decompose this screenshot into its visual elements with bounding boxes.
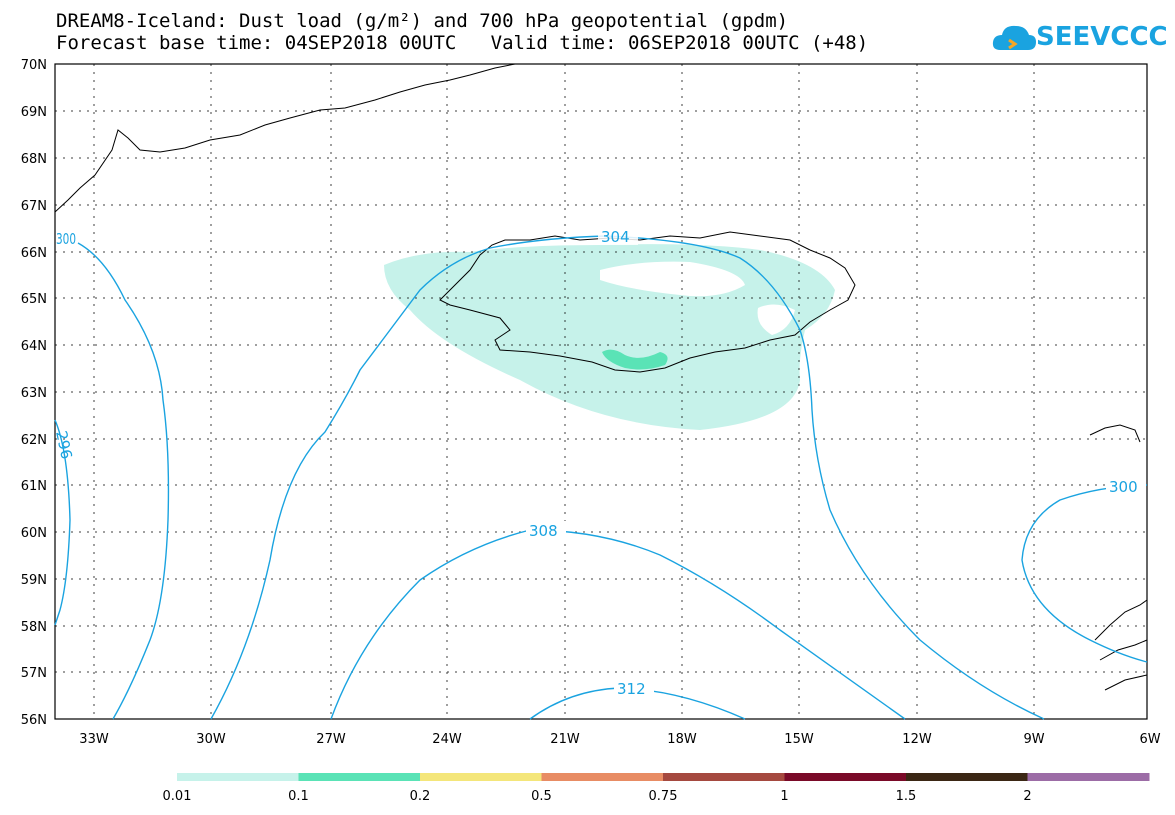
lon-label: 27W [316, 732, 346, 747]
dust-area-medium [602, 349, 668, 370]
colorbar-swatch [1027, 773, 1150, 781]
contour-label-304: 304 [601, 228, 630, 246]
lon-label: 15W [784, 732, 814, 747]
contour-label-312: 312 [617, 680, 646, 698]
colorbar-label: 2 [1023, 789, 1031, 804]
contour-label-296: 296 [52, 429, 76, 461]
greenland-coast [54, 63, 516, 213]
lon-label: 30W [196, 732, 226, 747]
lon-label: 9W [1023, 732, 1044, 747]
map-title: DREAM8-Iceland: Dust load (g/m²) and 700… [56, 10, 868, 54]
lat-label: 60N [21, 526, 47, 541]
contour-label-308: 308 [529, 522, 558, 540]
colorbar-swatch [906, 773, 1028, 781]
colorbar-swatch [420, 773, 542, 781]
lat-label: 61N [21, 479, 47, 494]
colorbar-label: 0.75 [649, 789, 678, 804]
lat-label: 64N [21, 339, 47, 354]
scotland-coast [1094, 599, 1148, 691]
lon-label: 12W [902, 732, 932, 747]
colorbar-swatch [784, 773, 907, 781]
contour-300-east [1021, 484, 1148, 663]
lat-label: 69N [21, 105, 47, 120]
lat-label: 62N [21, 433, 47, 448]
faroe-coast [1089, 424, 1141, 443]
lat-labels: 70N 69N 68N 67N 66N 65N 64N 63N 62N 61N … [21, 58, 47, 728]
coastlines [54, 63, 1148, 691]
title-line-2: Forecast base time: 04SEP2018 00UTC Vali… [56, 32, 869, 54]
lon-label: 33W [79, 732, 109, 747]
lat-label: 57N [21, 666, 47, 681]
lat-label: 68N [21, 152, 47, 167]
colorbar-label: 1 [780, 789, 788, 804]
lon-label: 18W [667, 732, 697, 747]
lat-label: 59N [21, 573, 47, 588]
contour-label-300-east: 300 [1109, 478, 1138, 496]
grid-lines [55, 64, 1147, 719]
contour-label-300-west: 300 [56, 230, 76, 248]
lat-label: 56N [21, 713, 47, 728]
dust-gap-east [757, 304, 795, 335]
lat-label: 70N [21, 58, 47, 73]
dust-gap-north [600, 261, 745, 297]
cloud-icon [992, 25, 1036, 50]
logo-text: SEEVCCC [1036, 22, 1168, 52]
colorbar: 0.01 0.1 0.2 0.5 0.75 1 1.5 2 [163, 773, 1150, 804]
colorbar-label: 0.1 [288, 789, 309, 804]
lat-label: 58N [21, 620, 47, 635]
colorbar-label: 0.2 [410, 789, 431, 804]
colorbar-swatch [298, 773, 421, 781]
lon-labels: 33W 30W 27W 24W 21W 18W 15W 12W 9W 6W [79, 732, 1160, 747]
lat-label: 63N [21, 386, 47, 401]
lon-label: 24W [432, 732, 462, 747]
colorbar-swatch [663, 773, 785, 781]
colorbar-label: 0.01 [163, 789, 192, 804]
colorbar-swatch [541, 773, 664, 781]
colorbar-label: 0.5 [531, 789, 552, 804]
iceland-coast [439, 231, 856, 373]
contour-296-west [54, 419, 71, 626]
lat-label: 66N [21, 246, 47, 261]
title-line-1: DREAM8-Iceland: Dust load (g/m²) and 700… [56, 10, 789, 32]
lon-label: 6W [1139, 732, 1160, 747]
colorbar-swatch [177, 773, 299, 781]
contour-labels: 304 308 312 300 296 300 [52, 227, 1146, 698]
lat-label: 67N [21, 199, 47, 214]
contour-308 [330, 529, 906, 720]
lat-label: 65N [21, 292, 47, 307]
contour-300-west [77, 242, 170, 720]
lon-label: 21W [550, 732, 580, 747]
colorbar-label: 1.5 [896, 789, 917, 804]
